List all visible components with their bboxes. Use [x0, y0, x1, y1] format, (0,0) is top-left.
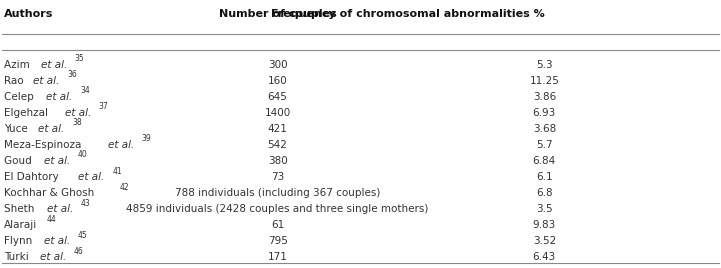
Text: et al.: et al.: [65, 108, 91, 118]
Text: 5.3: 5.3: [536, 60, 553, 70]
Text: 4859 individuals (2428 couples and three single mothers): 4859 individuals (2428 couples and three…: [126, 204, 429, 214]
Text: 3.5: 3.5: [536, 204, 553, 214]
Text: 36: 36: [67, 70, 76, 79]
Text: Alaraji: Alaraji: [4, 221, 37, 230]
Text: 6.43: 6.43: [533, 252, 556, 262]
Text: 171: 171: [267, 252, 288, 262]
Text: et al.: et al.: [41, 60, 67, 70]
Text: 1400: 1400: [265, 108, 291, 118]
Text: El Dahtory: El Dahtory: [4, 172, 61, 183]
Text: 43: 43: [81, 199, 91, 207]
Text: 3.52: 3.52: [533, 236, 556, 247]
Text: Yuce: Yuce: [4, 124, 30, 134]
Text: Azim: Azim: [4, 60, 32, 70]
Text: Sheth: Sheth: [4, 204, 37, 214]
Text: 45: 45: [78, 230, 88, 240]
Text: 11.25: 11.25: [529, 76, 559, 86]
Text: 5.7: 5.7: [536, 140, 553, 150]
Text: 39: 39: [141, 135, 151, 143]
Text: 3.68: 3.68: [533, 124, 556, 134]
Text: et al.: et al.: [107, 140, 134, 150]
Text: et al.: et al.: [33, 76, 59, 86]
Text: Elgehzal: Elgehzal: [4, 108, 51, 118]
Text: 380: 380: [267, 157, 288, 166]
Text: et al.: et al.: [44, 236, 71, 247]
Text: Number of couples: Number of couples: [218, 9, 337, 19]
Text: 542: 542: [267, 140, 288, 150]
Text: 46: 46: [74, 247, 84, 256]
Text: 421: 421: [267, 124, 288, 134]
Text: 34: 34: [80, 87, 90, 95]
Text: Rao: Rao: [4, 76, 27, 86]
Text: Celep: Celep: [4, 92, 37, 102]
Text: 300: 300: [267, 60, 288, 70]
Text: Kochhar & Ghosh: Kochhar & Ghosh: [4, 188, 94, 198]
Text: 40: 40: [77, 151, 87, 159]
Text: 645: 645: [267, 92, 288, 102]
Text: 41: 41: [112, 166, 122, 176]
Text: et al.: et al.: [40, 252, 66, 262]
Text: 73: 73: [271, 172, 284, 183]
Text: 6.1: 6.1: [536, 172, 553, 183]
Text: 160: 160: [267, 76, 288, 86]
Text: et al.: et al.: [46, 92, 72, 102]
Text: 6.84: 6.84: [533, 157, 556, 166]
Text: 38: 38: [72, 118, 82, 128]
Text: et al.: et al.: [79, 172, 105, 183]
Text: Goud: Goud: [4, 157, 35, 166]
Text: Frequency of chromosomal abnormalities %: Frequency of chromosomal abnormalities %: [270, 9, 544, 19]
Text: 37: 37: [99, 102, 108, 111]
Text: 788 individuals (including 367 couples): 788 individuals (including 367 couples): [175, 188, 380, 198]
Text: et al.: et al.: [47, 204, 74, 214]
Text: Flynn: Flynn: [4, 236, 35, 247]
Text: Meza-Espinoza: Meza-Espinoza: [4, 140, 84, 150]
Text: Turki: Turki: [4, 252, 32, 262]
Text: 6.93: 6.93: [533, 108, 556, 118]
Text: et al.: et al.: [38, 124, 65, 134]
Text: 61: 61: [271, 221, 284, 230]
Text: 6.8: 6.8: [536, 188, 553, 198]
Text: 44: 44: [47, 215, 56, 224]
Text: 42: 42: [120, 183, 130, 192]
Text: 3.86: 3.86: [533, 92, 556, 102]
Text: 9.83: 9.83: [533, 221, 556, 230]
Text: et al.: et al.: [43, 157, 70, 166]
Text: 795: 795: [267, 236, 288, 247]
Text: 35: 35: [75, 54, 84, 64]
Text: Authors: Authors: [4, 9, 53, 19]
